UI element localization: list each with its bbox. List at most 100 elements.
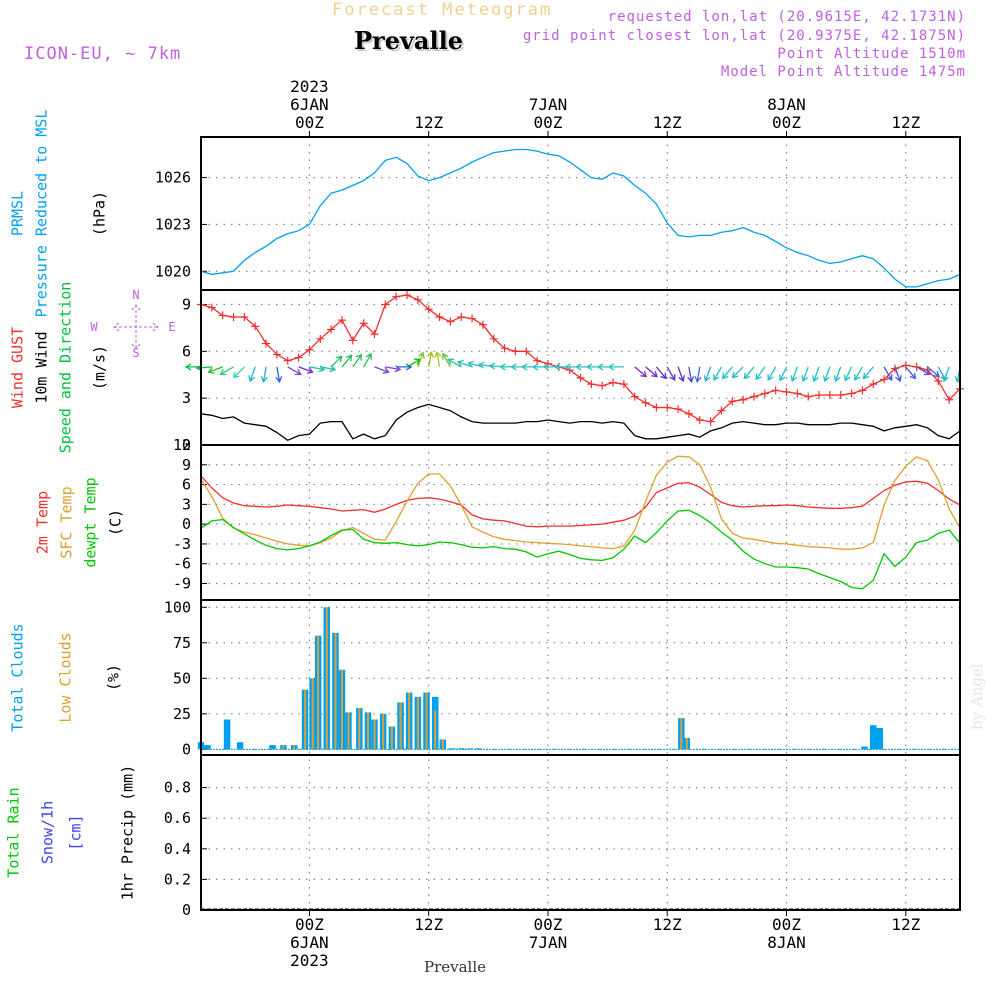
wind-direction-arrow [607,363,624,371]
clouds-low-bar [367,712,369,750]
temperature-ytick-label: -6 [173,555,191,573]
gust-marker [684,409,693,418]
wind-direction-arrow [942,366,950,383]
wind-direction-arrow [363,352,372,368]
clouds-low-bar [416,696,419,750]
clouds-total-bar [204,745,211,750]
gust-marker [305,345,314,354]
clouds-low-bar [425,692,428,750]
gust-marker [489,334,498,343]
clouds-low-bar [390,726,393,750]
gust-marker [403,291,412,300]
clouds-low-bar [685,738,688,750]
wind-direction-arrow [207,366,223,374]
clouds-total-bar [236,742,244,750]
gust-marker [847,389,856,398]
wind-direction-arrow [396,363,413,371]
clouds-total-bar [458,748,465,750]
wind-direction-arrow [374,366,390,374]
wind-axis-label: 10m Wind [33,331,51,403]
gust-marker [337,316,346,325]
gust-marker [728,397,737,406]
clouds-low-bar [311,678,314,750]
wind-direction-arrow [232,366,245,379]
clouds-low-bar [304,689,307,750]
gust-marker [771,386,780,395]
clouds-total-bar [861,746,868,750]
temperature-ytick-label: 6 [182,476,191,494]
precip-axis-label: [cm] [67,814,85,850]
gust-marker [782,387,791,396]
wind-direction-arrow [694,366,702,383]
gust-marker [598,381,607,390]
wind-direction-arrow [687,366,695,383]
time-label-bottom: 12Z [414,915,443,934]
wind-direction-arrow [655,366,667,380]
compass-n: N [132,288,139,302]
wind-series-0-line [200,294,961,423]
wind-direction-arrow [916,366,931,376]
gust-marker [370,330,379,339]
temperature-series-2-line [200,509,961,590]
time-label-top: 00Z [295,113,324,132]
clouds-total-bar [466,748,474,750]
wind-direction-arrow [260,366,268,383]
precip-axis-label: 1hr Precip (mm) [119,765,137,900]
pressure-panel-frame [200,136,961,291]
temperature-axis-label: dewpt Temp [82,477,100,567]
clouds-low-bar [293,745,296,750]
clouds-ytick-label: 0 [182,740,191,758]
pressure-series-0-line [200,148,961,288]
time-label-bottom: 8JAN [767,933,806,952]
gust-marker [630,392,639,401]
gust-marker [934,376,943,385]
pressure-axis-label: (hPa) [91,191,109,236]
gust-marker [457,312,466,321]
precip-ytick-label: 0.6 [164,809,191,827]
gust-marker [945,395,954,404]
gust-marker [413,295,422,304]
wind-direction-arrow [790,366,799,383]
clouds-total-bar [269,745,276,750]
wind-direction-arrow [634,366,648,378]
gust-marker [294,353,303,362]
grid-point-coords: grid point closest lon,lat (20.9375E, 42… [522,28,966,44]
clouds-axis-label: (%) [105,664,123,691]
gust-marker [381,300,390,309]
gust-marker [663,403,672,412]
wind-axis-label: Wind GUST [9,327,27,408]
gust-marker [695,416,704,425]
pressure-ytick-label: 1023 [155,215,191,233]
wind-direction-arrow [812,366,820,383]
wind-direction-arrow [434,350,442,368]
gust-marker [901,361,910,370]
clouds-low-bar [399,702,402,750]
gust-marker [272,350,281,359]
temperature-axis-label: (C) [107,509,125,536]
requested-coords: requested lon,lat (20.9615E, 42.1731N) [607,9,966,25]
gust-marker [229,312,238,321]
product-title: Forecast Meteogram [332,0,553,20]
temperature-series-1-line [200,455,961,550]
gust-marker [207,303,216,312]
temperature-ytick-label: 12 [173,436,191,454]
time-label-bottom: 12Z [653,915,682,934]
clouds-low-bar [334,632,337,750]
gust-marker [587,380,596,389]
gust-marker [804,392,813,401]
time-label-bottom: 00Z [772,915,801,934]
compass-s: S [132,346,139,360]
clouds-low-bar [282,745,285,750]
time-label-top: 12Z [653,113,682,132]
gust-marker [793,389,802,398]
clouds-low-bar [408,692,411,750]
gust-marker [619,380,628,389]
gust-marker [316,334,325,343]
precip-axis-label: Total Rain [5,787,23,877]
precip-ytick-label: 0.2 [164,870,191,888]
gust-marker [251,322,260,331]
clouds-total-bar [449,748,456,750]
gust-marker [511,347,520,356]
wind-direction-arrow [767,366,777,381]
